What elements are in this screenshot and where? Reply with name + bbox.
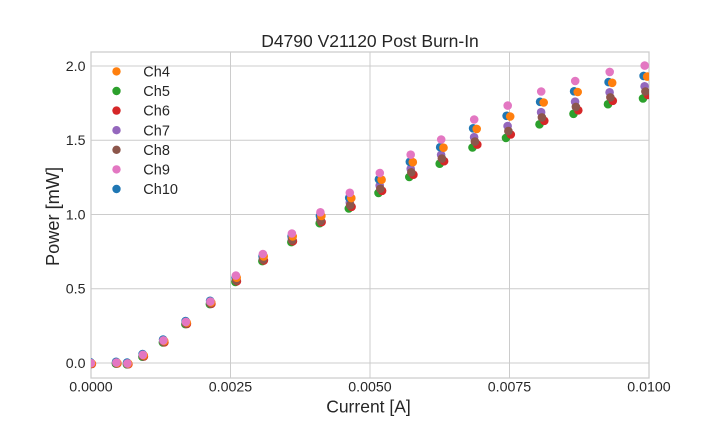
svg-text:0.0050: 0.0050 bbox=[348, 380, 392, 396]
svg-text:Ch6: Ch6 bbox=[143, 104, 170, 120]
svg-text:0.5: 0.5 bbox=[66, 282, 86, 298]
svg-text:Ch7: Ch7 bbox=[143, 123, 170, 139]
svg-text:Ch10: Ch10 bbox=[143, 182, 178, 198]
svg-text:2.0: 2.0 bbox=[66, 59, 86, 75]
svg-text:D4790 V21120 Post Burn-In: D4790 V21120 Post Burn-In bbox=[261, 31, 479, 51]
svg-text:Ch5: Ch5 bbox=[143, 84, 170, 100]
svg-text:Ch4: Ch4 bbox=[143, 65, 170, 81]
svg-text:0.0000: 0.0000 bbox=[69, 380, 113, 396]
svg-text:1.5: 1.5 bbox=[66, 133, 86, 149]
svg-text:0.0: 0.0 bbox=[66, 356, 86, 372]
svg-text:Power [mW]: Power [mW] bbox=[43, 167, 63, 266]
svg-text:0.0025: 0.0025 bbox=[209, 380, 253, 396]
svg-text:Ch8: Ch8 bbox=[143, 143, 170, 159]
svg-text:Ch9: Ch9 bbox=[143, 163, 170, 179]
svg-text:1.0: 1.0 bbox=[66, 207, 86, 223]
svg-text:0.0075: 0.0075 bbox=[488, 380, 532, 396]
svg-text:0.0100: 0.0100 bbox=[627, 380, 671, 396]
svg-text:Current [A]: Current [A] bbox=[326, 396, 411, 416]
